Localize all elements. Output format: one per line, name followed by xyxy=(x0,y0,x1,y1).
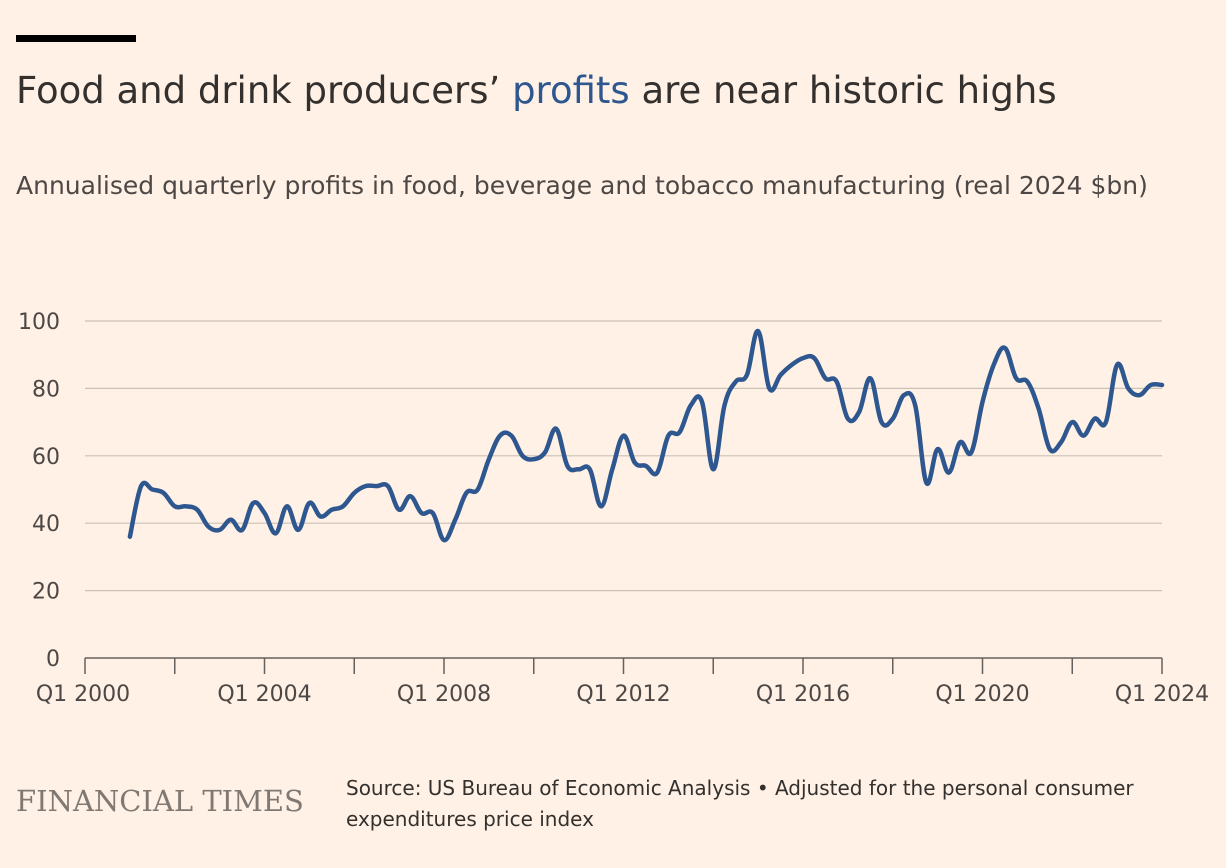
source-note: Source: US Bureau of Economic Analysis •… xyxy=(346,776,1134,831)
x-tick-label: Q1 2020 xyxy=(935,682,1029,707)
x-tick-label: Q1 2012 xyxy=(576,682,670,707)
x-tick-label: Q1 2008 xyxy=(397,682,491,707)
line-chart: 0 20 40 60 80 100 Q1 2000 Q1 2004 Q1 2008 Q1 2012… xyxy=(18,310,1209,707)
series-line xyxy=(127,328,1165,543)
x-tick-label: Q1 2000 xyxy=(36,682,130,707)
y-tick-label: 100 xyxy=(18,310,60,335)
title-highlight: profits xyxy=(512,69,630,112)
y-tick-label: 40 xyxy=(32,512,60,537)
ft-logo: FINANCIAL TIMES xyxy=(16,784,304,818)
title-after: are near historic highs xyxy=(629,69,1057,112)
x-tick-label: Q1 2024 xyxy=(1115,682,1209,707)
chart-title: Food and drink producers’ profits are ne… xyxy=(16,66,1057,116)
x-tick-label: Q1 2004 xyxy=(217,682,311,707)
chart-subtitle: Annualised quarterly profits in food, be… xyxy=(16,171,1148,200)
x-tick-label: Q1 2016 xyxy=(756,682,850,707)
y-tick-label: 80 xyxy=(32,377,60,402)
title-before: Food and drink producers’ xyxy=(16,69,513,112)
y-tick-label: 60 xyxy=(32,445,60,470)
y-tick-label: 20 xyxy=(32,580,60,605)
header-accent-bar xyxy=(16,35,136,42)
y-tick-label: 0 xyxy=(46,647,60,672)
